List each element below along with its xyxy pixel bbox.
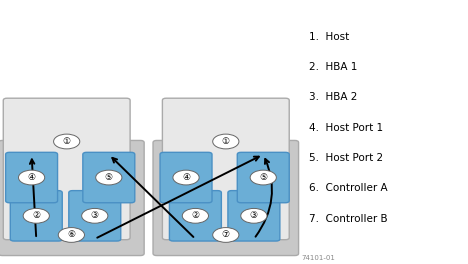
FancyBboxPatch shape	[3, 98, 130, 240]
FancyBboxPatch shape	[83, 152, 135, 203]
Text: 1.  Host: 1. Host	[309, 32, 349, 42]
Circle shape	[173, 170, 199, 185]
Text: 7.  Controller B: 7. Controller B	[309, 214, 388, 224]
FancyBboxPatch shape	[69, 191, 121, 241]
Text: 2.  HBA 1: 2. HBA 1	[309, 62, 357, 72]
Text: ⑤: ⑤	[259, 173, 267, 182]
Text: 74101-01: 74101-01	[302, 255, 336, 261]
Text: 5.  Host Port 2: 5. Host Port 2	[309, 153, 383, 163]
Circle shape	[23, 209, 50, 223]
FancyBboxPatch shape	[10, 191, 62, 241]
FancyBboxPatch shape	[228, 191, 280, 241]
FancyBboxPatch shape	[0, 140, 144, 256]
FancyBboxPatch shape	[160, 152, 212, 203]
Circle shape	[54, 134, 80, 149]
Circle shape	[95, 170, 122, 185]
Text: ⑦: ⑦	[222, 230, 230, 239]
FancyBboxPatch shape	[237, 152, 289, 203]
Text: ⑤: ⑤	[105, 173, 113, 182]
FancyBboxPatch shape	[6, 152, 58, 203]
Text: 4.  Host Port 1: 4. Host Port 1	[309, 123, 383, 133]
FancyBboxPatch shape	[169, 191, 221, 241]
Text: ②: ②	[191, 211, 199, 220]
Text: 3.  HBA 2: 3. HBA 2	[309, 92, 357, 102]
Text: ①: ①	[63, 137, 71, 146]
FancyBboxPatch shape	[153, 140, 299, 256]
Text: ①: ①	[222, 137, 230, 146]
Circle shape	[250, 170, 276, 185]
Circle shape	[182, 209, 209, 223]
Circle shape	[58, 228, 85, 242]
Circle shape	[213, 228, 239, 242]
Circle shape	[241, 209, 267, 223]
Text: ④: ④	[28, 173, 36, 182]
Text: 6.  Controller A: 6. Controller A	[309, 183, 388, 194]
Text: ④: ④	[182, 173, 190, 182]
Text: ②: ②	[32, 211, 40, 220]
Text: ⑥: ⑥	[67, 230, 75, 239]
Circle shape	[82, 209, 108, 223]
Text: ③: ③	[250, 211, 258, 220]
FancyBboxPatch shape	[162, 98, 289, 240]
Circle shape	[19, 170, 45, 185]
Circle shape	[212, 134, 239, 149]
Text: ③: ③	[91, 211, 99, 220]
